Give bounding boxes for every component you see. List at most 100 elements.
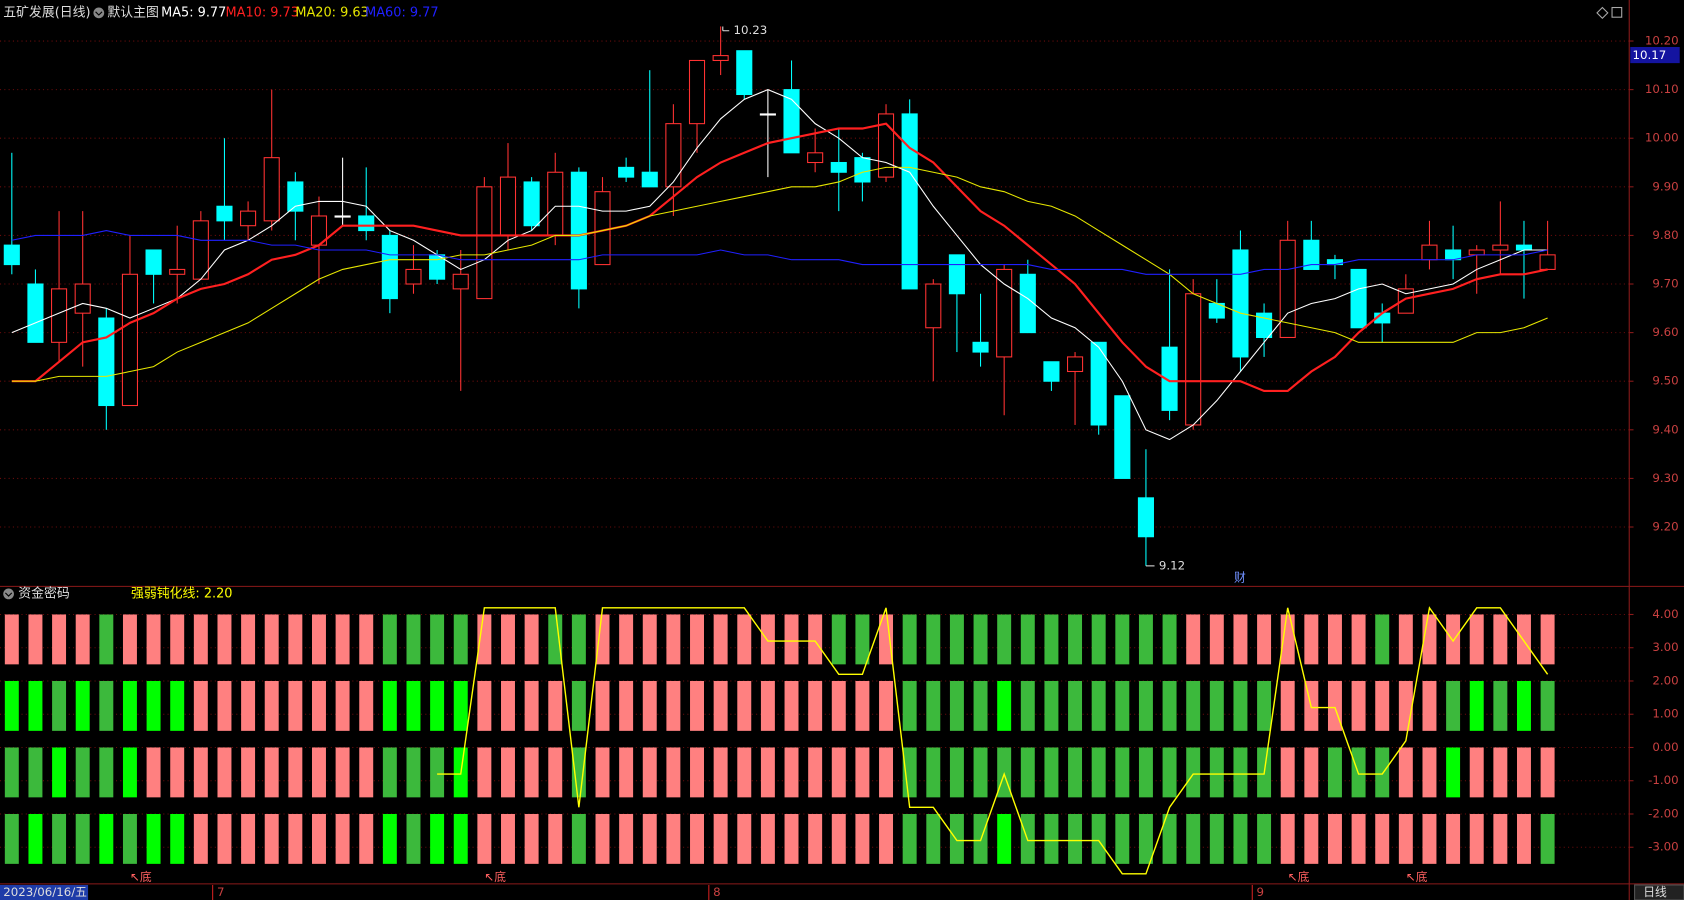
signal-bar (311, 747, 326, 798)
y-tick-label: -3.00 (1648, 840, 1679, 854)
signal-bar (1422, 813, 1437, 864)
signal-bar (406, 747, 421, 798)
signal-bar (1233, 614, 1248, 665)
signal-bar (28, 680, 43, 731)
signal-bar (264, 680, 279, 731)
y-tick-label: 4.00 (1652, 607, 1678, 621)
signal-bar (382, 680, 397, 731)
candle-body (1539, 254, 1556, 270)
price-tag: 10.17 (1632, 48, 1666, 62)
signal-bar (1044, 813, 1059, 864)
signal-bar (619, 813, 634, 864)
y-tick-label: 9.40 (1652, 422, 1678, 436)
signal-bar (524, 680, 539, 731)
candle-body (1421, 244, 1438, 261)
candle-body (145, 249, 162, 275)
signal-bar (1327, 813, 1342, 864)
y-tick-label: 10.10 (1645, 82, 1679, 96)
signal-bar (501, 747, 515, 798)
signal-bar (122, 614, 137, 665)
signal-bar (1493, 614, 1508, 665)
signal-bar (619, 680, 634, 731)
signal-bar (430, 614, 445, 665)
signal-bar (28, 614, 43, 665)
signal-bar (1304, 747, 1319, 798)
signal-bar (193, 680, 208, 731)
signal-bar (902, 747, 917, 798)
signal-bar (1209, 813, 1224, 864)
signal-bar (406, 614, 421, 665)
signal-bar (1068, 614, 1083, 665)
candle-body (3, 244, 20, 266)
signal-bar (453, 680, 468, 731)
y-tick-label: 0.00 (1652, 740, 1678, 754)
signal-bar (760, 614, 775, 665)
signal-bar (1115, 813, 1130, 864)
signal-bar (902, 614, 917, 665)
square-icon[interactable] (1611, 6, 1623, 18)
candle-body (287, 181, 304, 212)
candle-body (1185, 293, 1202, 426)
signal-bar (1233, 747, 1248, 798)
signal-bar (1446, 680, 1461, 731)
signal-bar (1138, 614, 1153, 665)
signal-bar (524, 813, 539, 864)
candle-body (1350, 268, 1367, 329)
period-tab-label[interactable]: 日线 (1643, 885, 1667, 899)
signal-bar (382, 614, 397, 665)
signal-bar (1398, 747, 1413, 798)
signal-bar (973, 614, 988, 665)
signal-bar (1044, 680, 1059, 731)
signal-bar (264, 813, 279, 864)
candle-body (547, 171, 564, 236)
y-tick-label: 1.00 (1652, 707, 1678, 721)
signal-bar (1375, 680, 1390, 731)
candle-body (121, 273, 139, 407)
signal-bar (879, 813, 894, 864)
signal-bar (973, 747, 988, 798)
candle-body (476, 186, 493, 300)
signal-bar (949, 614, 964, 665)
candle-body (216, 205, 233, 222)
signal-bar (1044, 614, 1059, 665)
signal-bar (1516, 747, 1531, 798)
signal-bar (1375, 813, 1390, 864)
candle-body (972, 341, 989, 353)
signal-bar (430, 747, 445, 798)
signal-bar (1280, 747, 1295, 798)
signal-bar (902, 680, 917, 731)
signal-bar (1469, 614, 1484, 665)
candle-body (1515, 244, 1533, 251)
candle-body (405, 268, 422, 285)
signal-bar (477, 614, 492, 665)
chart-subtitle: 默认主图 (107, 4, 159, 20)
signal-bar (241, 813, 256, 864)
signal-bar (28, 747, 43, 798)
signal-bar (831, 813, 846, 864)
diamond-icon[interactable] (1596, 6, 1609, 20)
signal-bar (217, 614, 232, 665)
signal-bar (430, 813, 445, 864)
signal-bar (217, 747, 232, 798)
candle-body (192, 220, 209, 280)
signal-bar (1351, 813, 1366, 864)
ma-line (11, 89, 1548, 441)
signal-bar (595, 680, 610, 731)
signal-bar (808, 614, 823, 665)
signal-bar (548, 813, 563, 864)
signal-bar (760, 680, 775, 731)
signal-bar (1516, 680, 1531, 731)
signal-bar (1233, 680, 1248, 731)
candle-body (1019, 273, 1036, 334)
signal-bar (1304, 813, 1319, 864)
signal-bar (784, 680, 799, 731)
signal-bar (1422, 680, 1437, 731)
signal-bar (1469, 747, 1484, 798)
signal-label: ↖底 (130, 870, 152, 884)
menu-icon[interactable] (93, 7, 105, 19)
signal-bar (855, 813, 870, 864)
signal-bar (713, 614, 728, 665)
x-tick-label: 8 (713, 885, 721, 899)
menu-icon[interactable] (3, 588, 14, 600)
signal-bar (122, 813, 137, 864)
